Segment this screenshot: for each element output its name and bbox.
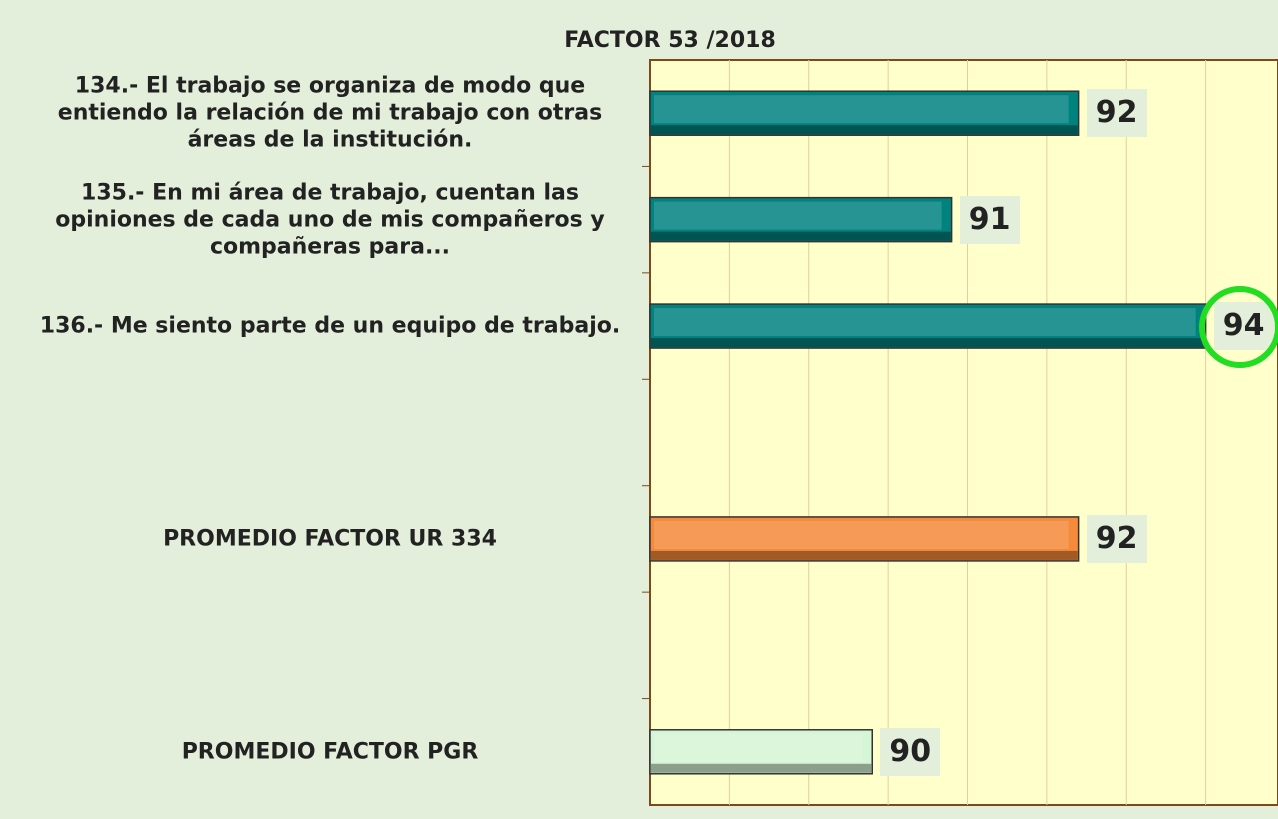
bar <box>649 196 953 243</box>
bar-shadow <box>651 338 1205 348</box>
category-label: 135.- En mi área de trabajo, cuentan las… <box>55 180 605 260</box>
chart-title: FACTOR 53 /2018 <box>564 28 776 53</box>
bar <box>649 516 1080 562</box>
bar <box>649 729 873 775</box>
category-label: 134.- El trabajo se organiza de modo que… <box>57 73 603 153</box>
bar-bevel <box>654 95 1069 124</box>
value-label: 91 <box>959 195 1020 244</box>
bar-shadow <box>651 763 872 773</box>
bar-bevel <box>654 201 942 230</box>
value-label: 92 <box>1086 89 1147 138</box>
bar <box>649 303 1207 349</box>
plot-area <box>649 59 1278 806</box>
category-label: 136.- Me siento parte de un equipo de tr… <box>39 313 621 339</box>
bar-bevel <box>654 520 1069 549</box>
bar-bevel <box>654 733 863 762</box>
value-label: 90 <box>880 727 941 776</box>
bar-shadow <box>651 231 951 241</box>
bar-bevel <box>654 308 1196 337</box>
category-label: PROMEDIO FACTOR PGR <box>181 739 479 765</box>
bar-shadow <box>651 550 1078 560</box>
category-label: PROMEDIO FACTOR UR 334 <box>163 526 497 552</box>
bar <box>649 90 1080 136</box>
value-label: 94 <box>1213 302 1274 351</box>
value-label: 92 <box>1086 514 1147 563</box>
bar-shadow <box>651 125 1078 135</box>
